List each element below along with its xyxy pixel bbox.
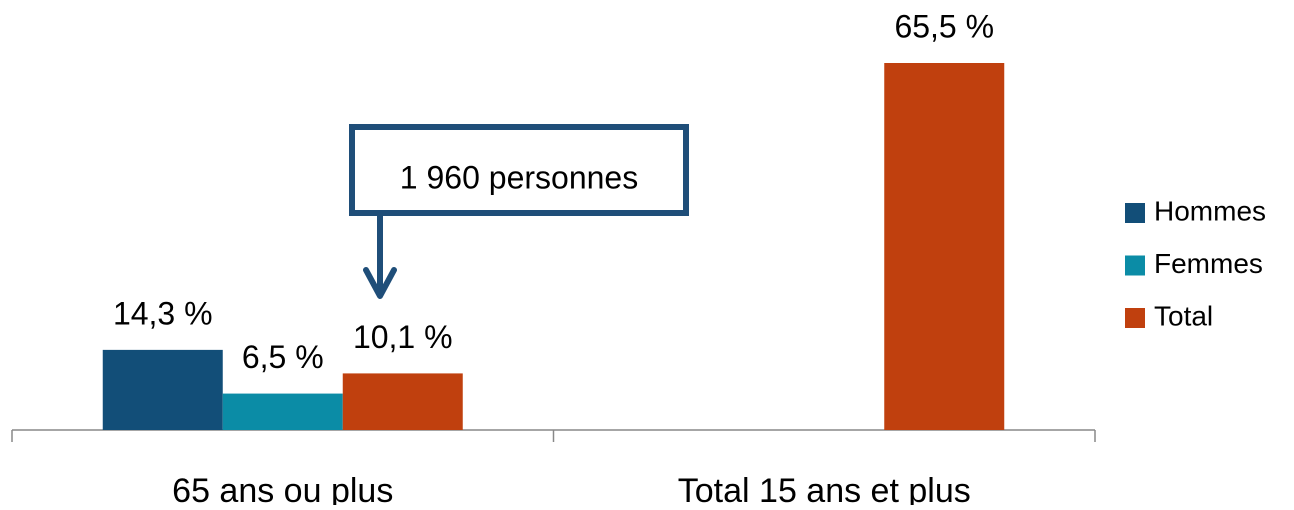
x-tick-label: Total 15 ans et plus xyxy=(678,472,971,505)
legend-swatch xyxy=(1125,308,1145,328)
legend-label: Total xyxy=(1154,300,1213,331)
bar xyxy=(222,393,343,430)
annotation: 1 960 personnes xyxy=(400,159,638,195)
data-label: 6,5 % xyxy=(242,339,324,375)
legend-label: Femmes xyxy=(1154,248,1263,279)
data-label: 14,3 % xyxy=(113,295,213,331)
data-label: 10,1 % xyxy=(353,319,453,355)
data-label: 65,5 % xyxy=(894,8,994,44)
legend-swatch xyxy=(1125,255,1145,276)
x-tick-label: 65 ans ou plus xyxy=(172,472,393,505)
legend-label: Hommes xyxy=(1154,195,1266,226)
bar xyxy=(342,373,463,430)
annotation-arrowhead xyxy=(363,267,397,299)
bar xyxy=(102,349,223,430)
legend-swatch xyxy=(1125,203,1145,223)
bar xyxy=(884,63,1005,430)
annotation-box xyxy=(349,124,689,216)
